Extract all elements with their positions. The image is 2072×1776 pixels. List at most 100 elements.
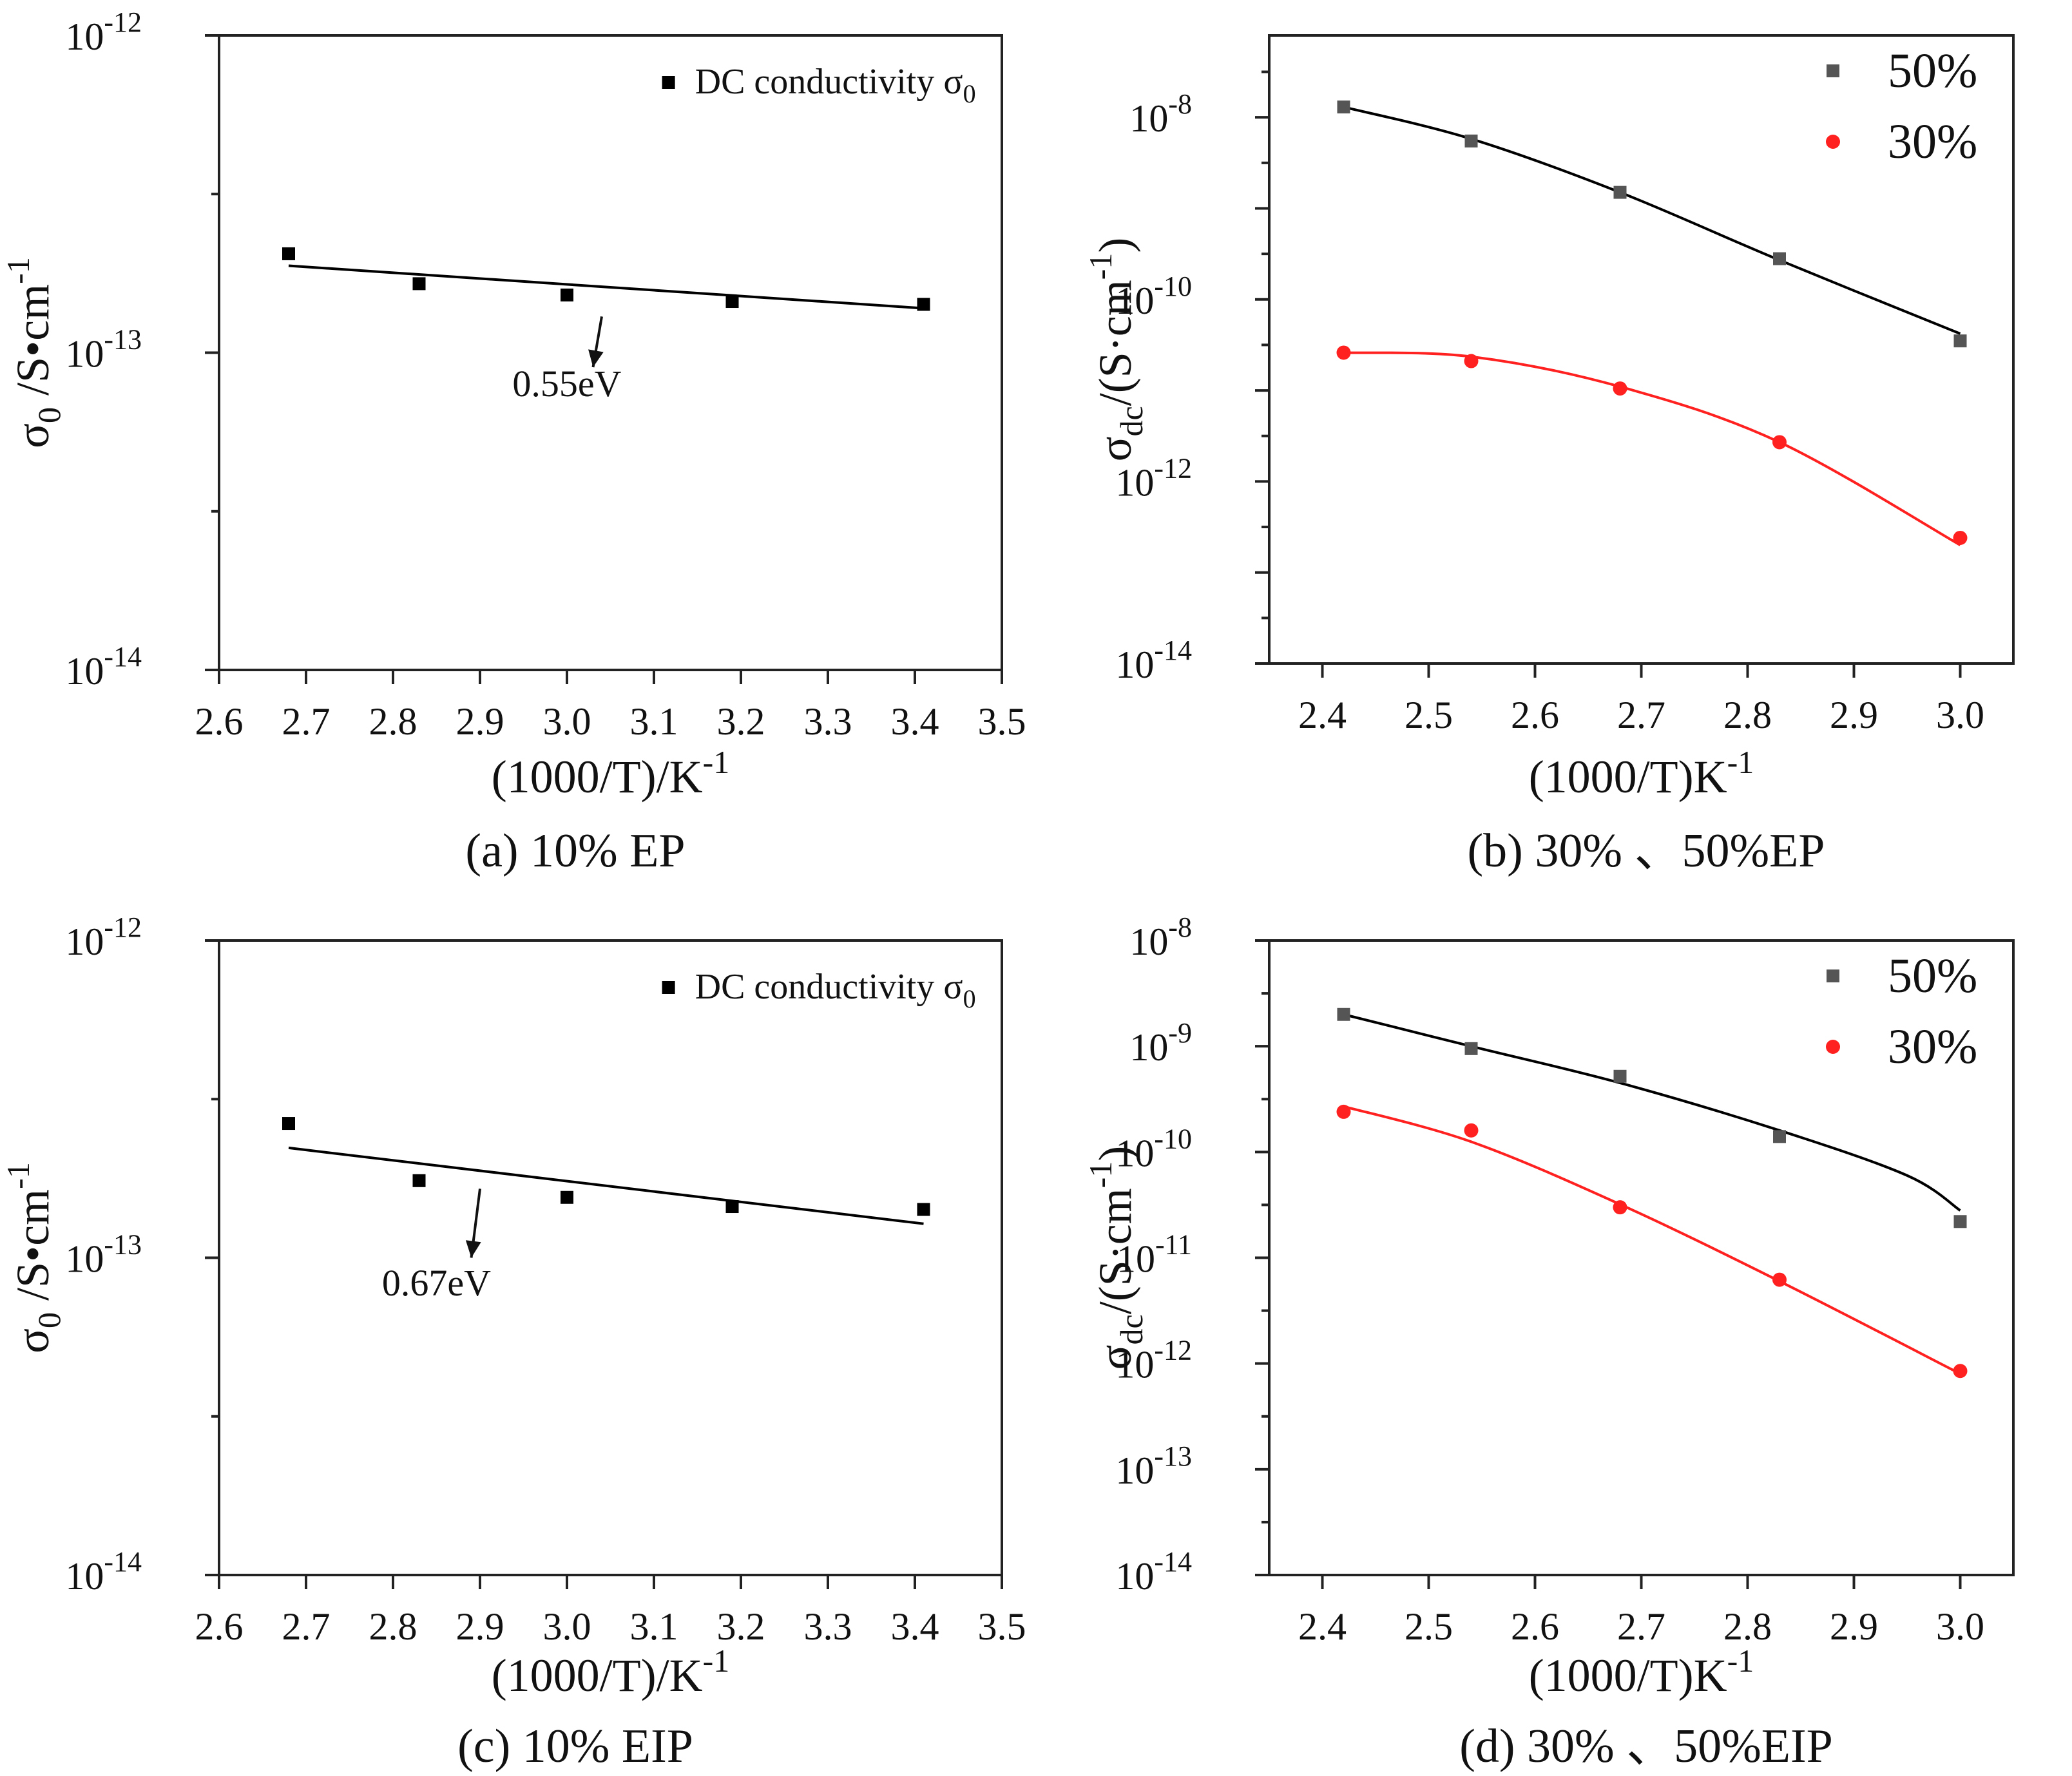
x-tick-label: 2.4	[1298, 694, 1347, 736]
data-point	[561, 1190, 573, 1204]
y-tick-label: 10-14	[65, 641, 142, 692]
x-axis-title-sup: -1	[1727, 744, 1754, 780]
y-tick-base: 10	[1115, 280, 1154, 322]
y-axis-title-sup: -1	[0, 257, 36, 284]
y-axis-title-sub: dc	[1113, 406, 1149, 436]
y-tick-exponent: -10	[1154, 271, 1192, 302]
legend: 50%30%	[1826, 44, 1977, 169]
panel-caption: (d) 30% 、50%EIP	[1459, 1720, 1833, 1773]
x-tick-label: 3.3	[804, 1605, 852, 1648]
y-axis-title: σdc/(S·cm-1)	[1082, 238, 1149, 462]
x-tick-label: 3.3	[804, 700, 852, 743]
data-point	[1772, 435, 1787, 450]
y-tick-label: 10-9	[1129, 1017, 1192, 1069]
legend-marker	[1827, 969, 1839, 982]
x-tick-label: 2.6	[195, 1605, 244, 1648]
x-tick-label: 2.6	[1511, 694, 1559, 736]
y-tick-exponent: -12	[104, 912, 142, 943]
y-axis-title-symbol: σ	[7, 423, 59, 448]
data-point	[1336, 1104, 1351, 1119]
y-tick-base: 10	[1115, 644, 1154, 686]
x-axis-title-sup: -1	[703, 1643, 730, 1679]
x-axis-title: (1000/T)K-1	[1529, 1643, 1754, 1701]
legend-label-sub: 0	[963, 984, 976, 1013]
y-axis-title-unit: /S•cm	[7, 284, 59, 407]
data-point	[1464, 1123, 1479, 1138]
y-tick-base: 10	[65, 15, 104, 58]
y-tick-base: 10	[1115, 1132, 1154, 1174]
fit-line	[288, 1146, 924, 1225]
x-tick-label: 3.4	[891, 1605, 939, 1648]
panel-caption: (b) 30% 、50%EP	[1468, 825, 1825, 877]
y-tick-label: 10-12	[65, 6, 142, 58]
x-tick-label: 3.0	[1936, 1605, 1984, 1648]
y-tick-exponent: -14	[104, 641, 142, 673]
y-tick-exponent: -8	[1168, 912, 1192, 943]
legend: DC conductivity σ0	[662, 967, 976, 1013]
x-tick-label: 2.9	[1830, 694, 1878, 736]
data-point	[1953, 530, 1968, 545]
y-tick-label: 10-11	[1117, 1229, 1192, 1281]
y-axis-title-symbol: σ	[1089, 1345, 1141, 1370]
y-axis-title-unit: /(S·cm	[1089, 1188, 1141, 1314]
x-tick-label: 3.0	[543, 700, 591, 743]
y-tick-base: 10	[1115, 1449, 1154, 1492]
legend-marker	[662, 981, 675, 994]
legend-label: DC conductivity σ0	[695, 967, 976, 1013]
data-point	[1613, 1200, 1627, 1215]
data-point	[1772, 1272, 1787, 1287]
annotation-arrowhead	[588, 349, 604, 368]
y-tick-base: 10	[65, 1555, 104, 1598]
y-tick-label: 10-10	[1115, 271, 1192, 322]
y-axis-title-symbol: σ	[1089, 437, 1141, 462]
y-axis-title-tail: )	[1089, 238, 1141, 253]
y-tick-base: 10	[1129, 921, 1168, 963]
series-30-	[1336, 345, 1968, 546]
y-tick-exponent: -12	[1154, 452, 1192, 484]
y-axis-title: σdc/(S·cm-1)	[1082, 1146, 1149, 1370]
y-tick-label: 10-14	[65, 1546, 142, 1598]
series-DC-conductivity-0	[282, 247, 930, 311]
data-point	[1336, 345, 1351, 360]
fit-line	[1343, 351, 1961, 546]
data-point	[1464, 134, 1478, 148]
legend-label: 50%	[1888, 949, 1977, 1003]
data-point	[1464, 354, 1479, 368]
panel-caption: (a) 10% EP	[465, 825, 685, 877]
data-point	[1953, 1364, 1968, 1379]
x-tick-label: 2.5	[1405, 694, 1453, 736]
legend-label-main: DC conductivity σ	[695, 62, 963, 102]
x-tick-label: 2.8	[1723, 694, 1772, 736]
x-axis-title-sup: -1	[1727, 1643, 1754, 1679]
x-tick-label: 3.0	[1936, 694, 1984, 736]
data-point	[561, 288, 573, 301]
y-axis-title-sub: 0	[31, 1312, 67, 1328]
x-tick-label: 2.8	[369, 1605, 417, 1648]
y-tick-exponent: -12	[1154, 1335, 1192, 1366]
x-tick-label: 3.4	[891, 700, 939, 743]
y-axis-title: σ0 /S•cm-1	[0, 257, 67, 448]
y-tick-label: 10-12	[1115, 452, 1192, 504]
x-tick-label: 2.9	[1830, 1605, 1878, 1648]
series-DC-conductivity-0	[282, 1117, 930, 1225]
y-tick-base: 10	[65, 921, 104, 963]
y-tick-label: 10-14	[1115, 1546, 1192, 1598]
y-tick-label: 10-13	[65, 1229, 142, 1281]
annotation-label: 0.67eV	[382, 1262, 491, 1304]
x-tick-label: 2.4	[1298, 1605, 1347, 1648]
legend: 50%30%	[1826, 949, 1977, 1074]
y-tick-exponent: -12	[104, 6, 142, 38]
x-tick-label: 2.7	[282, 1605, 331, 1648]
legend-label-sub: 0	[963, 79, 976, 108]
y-axis-title-sub: 0	[31, 407, 67, 423]
x-tick-label: 2.6	[195, 700, 244, 743]
panel-c: 2.6 2.7 2.8 2.9 3.0 3.1 3.2 3.3 3.4 3.510-1210-13…	[0, 912, 1026, 1773]
legend-label: 30%	[1888, 1020, 1977, 1074]
data-point	[1953, 334, 1967, 348]
fit-line	[1343, 1013, 1961, 1212]
panel-caption: (c) 10% EIP	[457, 1720, 693, 1773]
x-tick-label: 3.5	[978, 700, 1026, 743]
x-tick-label: 2.7	[282, 700, 331, 743]
x-tick-label: 3.1	[630, 700, 678, 743]
